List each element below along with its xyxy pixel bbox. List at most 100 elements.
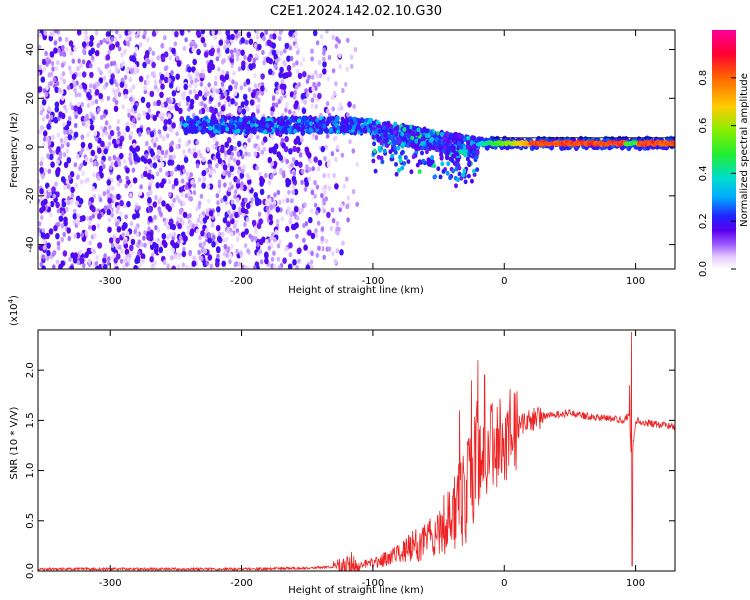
heatmap-cell (288, 30, 293, 37)
heatmap-cell (313, 202, 318, 208)
heatmap-cell (322, 56, 326, 62)
heatmap-cell (278, 199, 282, 205)
heatmap-cell (156, 55, 160, 61)
heatmap-cell (268, 127, 272, 133)
heatmap-cell (153, 214, 157, 220)
heatmap-cell (79, 257, 85, 264)
heatmap-cell (458, 149, 463, 154)
heatmap-cell (58, 215, 64, 222)
heatmap-cell (217, 101, 222, 107)
heatmap-cell (123, 239, 127, 245)
heatmap-cell (52, 193, 56, 199)
heatmap-cell (116, 253, 121, 260)
heatmap-cell (260, 85, 265, 92)
heatmap-cell (70, 186, 75, 193)
heatmap-cell (272, 168, 277, 174)
heatmap-cell (317, 81, 321, 87)
heatmap-cell (113, 78, 117, 84)
heatmap-cell (189, 172, 193, 178)
heatmap-cell (194, 77, 198, 83)
heatmap-cell (73, 233, 77, 239)
heatmap-cell (53, 77, 57, 83)
heatmap-cell (155, 171, 160, 177)
heatmap-cell (66, 142, 70, 148)
colorbar-tick-label: 0.2 (698, 213, 709, 229)
heatmap-cell (326, 211, 331, 219)
heatmap-cell (65, 129, 70, 135)
heatmap-cell (173, 41, 178, 47)
heatmap-cell (213, 129, 218, 134)
heatmap-cell (130, 30, 135, 34)
heatmap-cell (86, 102, 91, 108)
snr-plot: -300 -200 -100 0 100 0.0 0.5 1.0 1.5 2.0 Height … (7, 295, 676, 596)
heatmap-cell (163, 220, 168, 227)
heatmap-cell (102, 191, 107, 197)
heatmap-cell (238, 31, 242, 37)
heatmap-cell (63, 161, 69, 169)
heatmap-cell (274, 102, 279, 108)
heatmap-cell (265, 205, 270, 211)
heatmap-cell (211, 92, 215, 98)
heatmap-cell (167, 113, 172, 119)
heatmap-cell (170, 239, 175, 247)
heatmap-cell (84, 30, 88, 36)
heatmap-cell (236, 51, 241, 57)
heatmap-cell (400, 149, 405, 155)
heatmap-cell (225, 252, 229, 258)
heatmap-cell (246, 127, 251, 133)
heatmap-cell (297, 72, 303, 80)
heatmap-cell (237, 66, 242, 72)
heatmap-cell (440, 161, 445, 167)
heatmap-cell (339, 249, 344, 256)
heatmap-cell (408, 139, 413, 145)
heatmap-cell (307, 229, 312, 236)
heatmap-cell (40, 125, 44, 131)
heatmap-cell (273, 237, 277, 243)
heatmap-cell (305, 264, 311, 269)
heatmap-cell (195, 228, 200, 234)
heatmap-cell (264, 238, 269, 245)
heatmap-cell (76, 220, 80, 226)
heatmap-cell (140, 242, 144, 248)
heatmap-cell (160, 55, 166, 63)
heatmap-cell (73, 87, 77, 93)
heatmap-cell (342, 183, 347, 189)
heatmap-cell (315, 124, 319, 129)
heatmap-cell (384, 133, 388, 139)
heatmap-cell (73, 162, 78, 168)
heatmap-cell (56, 245, 61, 251)
heatmap-cell (270, 110, 274, 117)
heatmap-cell (262, 146, 267, 152)
heatmap-cell (80, 102, 84, 108)
heatmap-cell (240, 231, 246, 238)
heatmap-cell (224, 141, 229, 148)
heatmap-cell (198, 235, 202, 241)
heatmap-cell (228, 181, 233, 187)
heatmap-cell (314, 85, 318, 91)
heatmap-cell (56, 132, 60, 138)
heatmap-cell (129, 221, 134, 227)
heatmap-cell (323, 190, 327, 196)
heatmap-cell (220, 85, 225, 91)
heatmap-cell (122, 158, 127, 164)
heatmap-cell (123, 49, 127, 55)
heatmap-cell (240, 185, 244, 191)
heatmap-cell (400, 165, 405, 171)
heatmap-cell (294, 100, 299, 107)
heatmap-cell (120, 77, 125, 83)
heatmap-cell (132, 177, 138, 184)
heatmap-cell (141, 258, 145, 264)
heatmap-cell (73, 208, 77, 214)
heatmap-cell (86, 91, 91, 99)
x-tick-label: 0 (501, 276, 507, 287)
y-tick-label: 1.5 (25, 412, 36, 428)
heatmap-cell (150, 252, 155, 258)
heatmap-cell (89, 83, 93, 89)
heatmap-cell (146, 234, 151, 241)
heatmap-cell (216, 200, 220, 206)
heatmap-cell (146, 173, 152, 180)
heatmap-cell (147, 108, 152, 114)
heatmap-cell (110, 242, 115, 248)
heatmap-cell (233, 262, 238, 268)
heatmap-cell (178, 124, 183, 130)
